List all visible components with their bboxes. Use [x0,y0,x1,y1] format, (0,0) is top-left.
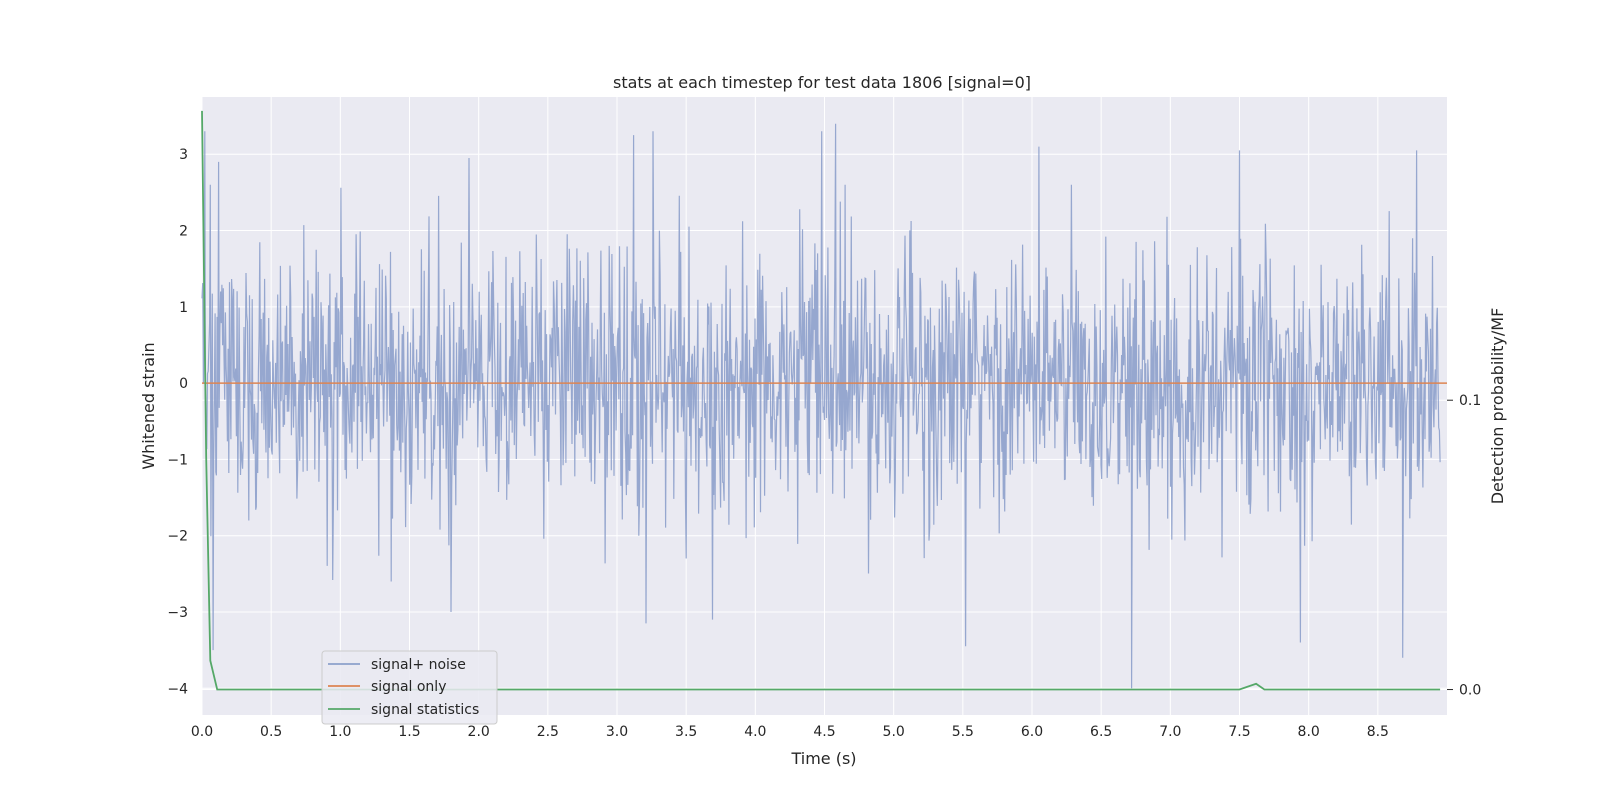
x-tick-label: 2.0 [468,724,490,740]
x-tick-label: 6.0 [1021,724,1043,740]
signal-statistics-line [201,110,1441,691]
legend-label-signal-noise: signal+ noise [371,657,466,673]
y-tick-label: −1 [167,452,188,468]
x-tick-label: 8.5 [1367,724,1389,740]
x-axis-ticks: 0.0 0.5 1.0 1.5 2.0 2.5 3.0 3.5 4.0 4.5 5.0 5.5 6.0 6… [191,724,1389,740]
x-tick-label: 1.5 [398,724,420,740]
x-tick-label: 1.0 [329,724,351,740]
chart-title: stats at each timestep for test data 180… [613,73,1031,92]
y-tick-label: 2 [179,224,188,240]
legend: signal+ noise signal only signal statist… [321,650,498,725]
y2-axis-ticks: 0.1 0.0 [1447,393,1481,699]
series-signal-noise [201,123,1441,689]
y2-axis-label: Detection probability/MF [1488,308,1507,505]
y-tick-label: 1 [179,300,188,316]
x-tick-label: 7.0 [1159,724,1181,740]
legend-label-signal-statistics: signal statistics [371,702,479,718]
y-tick-label: 3 [179,147,188,163]
x-tick-label: 7.5 [1228,724,1250,740]
x-tick-label: 0.0 [191,724,213,740]
series-signal-statistics [201,110,1441,691]
y2-tick-label: 0.0 [1459,683,1481,699]
y-tick-label: −2 [167,529,188,545]
y-tick-label: −4 [167,681,188,697]
y-axis-ticks: 3 2 1 0 −1 −2 −3 −4 [167,147,188,697]
y-axis-label: Whitened strain [139,342,158,469]
y-tick-label: −3 [167,605,188,621]
x-tick-label: 3.5 [675,724,697,740]
signal-noise-line [201,123,1441,689]
x-tick-label: 3.0 [606,724,628,740]
x-tick-label: 2.5 [537,724,559,740]
legend-box [321,650,498,725]
x-tick-label: 4.0 [744,724,766,740]
x-tick-label: 5.5 [952,724,974,740]
x-tick-label: 0.5 [260,724,282,740]
y2-tick-label: 0.1 [1459,393,1481,409]
x-tick-label: 4.5 [813,724,835,740]
x-tick-label: 6.5 [1090,724,1112,740]
x-axis-label: Time (s) [790,749,856,768]
x-tick-label: 8.0 [1298,724,1320,740]
legend-label-signal-only: signal only [371,679,446,695]
x-tick-label: 5.0 [883,724,905,740]
y-tick-label: 0 [179,376,188,392]
